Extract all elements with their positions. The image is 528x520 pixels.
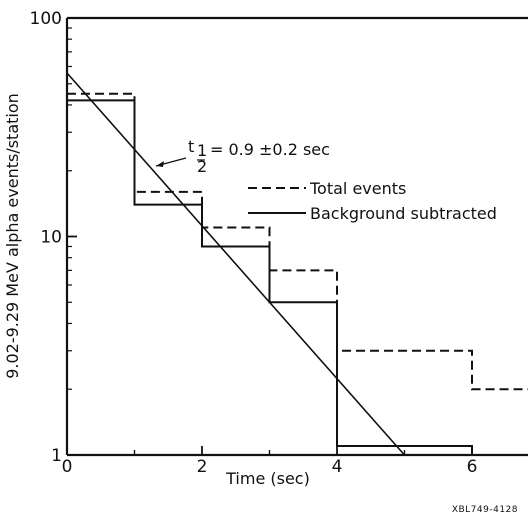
figure-id: XBL749-4128 bbox=[452, 505, 518, 515]
x-tick-label: 4 bbox=[332, 457, 343, 477]
series-background-subtracted bbox=[67, 99, 473, 455]
x-tick-label: 0 bbox=[62, 457, 73, 477]
legend-label-total: Total events bbox=[309, 179, 406, 198]
x-ticks: 0 2 4 6 bbox=[62, 446, 478, 477]
y-tick-label: 100 bbox=[30, 9, 62, 29]
y-tick-label: 1 bbox=[51, 446, 62, 466]
half-life-text: = 0.9 ±0.2 sec bbox=[210, 140, 330, 159]
half-life-subscript-numerator: 1 bbox=[197, 141, 207, 160]
x-tick-label: 2 bbox=[197, 457, 208, 477]
series-total-events bbox=[67, 92, 528, 391]
y-axis-label: 9.02-9.29 MeV alpha events/station bbox=[3, 93, 22, 379]
x-tick-label: 6 bbox=[467, 457, 478, 477]
plot-frame bbox=[65, 16, 528, 457]
half-life-annotation: t 1 2 = 0.9 ±0.2 sec bbox=[155, 137, 330, 176]
half-life-symbol: t bbox=[188, 137, 194, 156]
annotation-arrowhead bbox=[156, 161, 164, 167]
series-layer bbox=[66, 72, 528, 456]
half-life-subscript-denominator: 2 bbox=[197, 157, 207, 176]
y-ticks: 1 10 100 bbox=[30, 9, 77, 466]
legend-label-bgsub: Background subtracted bbox=[310, 204, 497, 223]
x-axis-label: Time (sec) bbox=[225, 469, 310, 488]
legend: Total events Background subtracted bbox=[248, 179, 497, 223]
y-tick-label: 10 bbox=[40, 228, 62, 248]
series-fit-line bbox=[66, 72, 406, 456]
